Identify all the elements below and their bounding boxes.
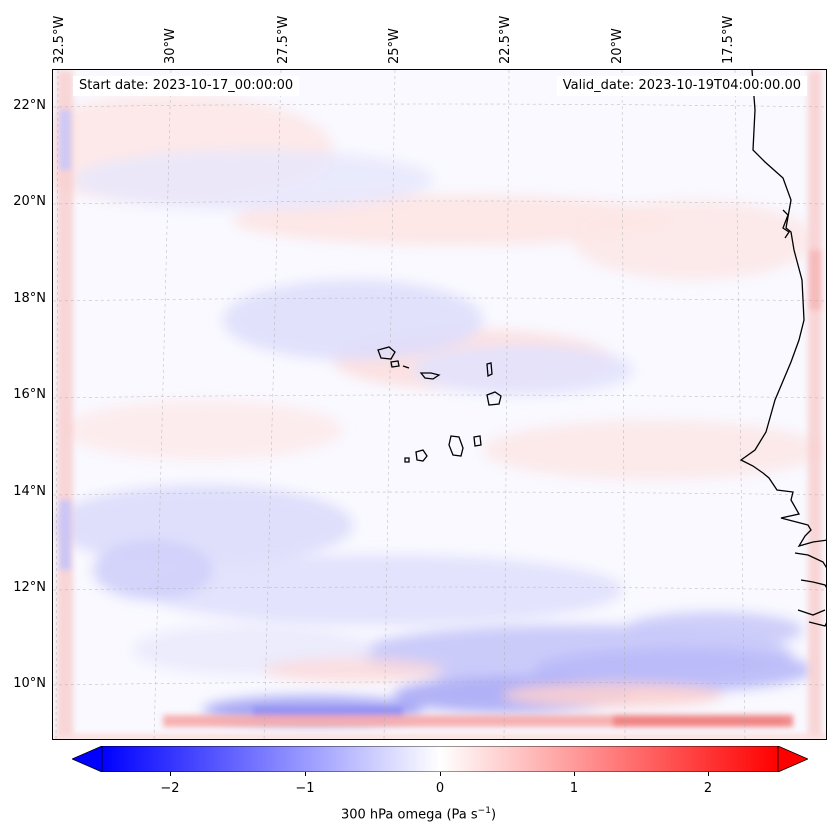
- lon-label: 17.5°W: [721, 15, 736, 64]
- island-santo-antao: [377, 346, 396, 360]
- gridlines: [53, 70, 826, 739]
- lat-label: 14°N: [13, 484, 46, 499]
- lon-label: 22.5°W: [498, 15, 513, 64]
- island-sao-vicente: [390, 360, 400, 368]
- lat-label: 22°N: [13, 98, 46, 113]
- lat-label: 10°N: [13, 676, 46, 691]
- africa-coastline: [739, 70, 826, 548]
- colorbar-tick-label: 1: [569, 781, 579, 796]
- colorbar-label-close: ): [490, 807, 497, 823]
- map-frame: [52, 69, 827, 740]
- lon-label: 25°W: [387, 28, 402, 64]
- lat-label: 16°N: [13, 387, 46, 402]
- colorbar-tick-label: 0: [435, 781, 445, 796]
- start-date-label: Start date: 2023-10-17_00:00:00: [73, 76, 300, 96]
- colorbar-label-text: 300 hPa omega (Pa s: [340, 807, 478, 823]
- island-maio: [473, 435, 482, 447]
- colorbar: [72, 746, 808, 772]
- lat-label: 12°N: [13, 580, 46, 595]
- island-fogo: [415, 449, 428, 462]
- cape-verde-islands: [377, 346, 502, 463]
- island-sal: [486, 362, 493, 378]
- lon-label: 32.5°W: [52, 15, 67, 64]
- valid-date-label: Valid_date: 2023-10-19T04:00:00.00: [556, 76, 807, 96]
- colorbar-extend-high: [777, 746, 808, 772]
- lon-label: 20°W: [610, 28, 625, 64]
- coastline: [739, 70, 826, 627]
- colorbar-tick-mark: [708, 772, 709, 776]
- colorbar-label-exponent: −1: [477, 806, 491, 816]
- island-santiago: [448, 435, 464, 457]
- lon-label: 27.5°W: [276, 15, 291, 64]
- colorbar-gradient: [101, 746, 779, 772]
- omega-field-map: [53, 70, 826, 739]
- island-santa-luzia: [402, 365, 410, 369]
- colorbar-extend-low: [72, 746, 103, 772]
- lat-label: 20°N: [13, 194, 46, 209]
- colorbar-tick-label: −1: [295, 781, 315, 796]
- colorbar-tick-mark: [574, 772, 575, 776]
- colorbar-label: 300 hPa omega (Pa s−1): [0, 806, 837, 822]
- colorbar-tick-mark: [170, 772, 171, 776]
- omega-field: [53, 95, 823, 724]
- colorbar-tick-mark: [440, 772, 441, 776]
- island-brava: [404, 457, 410, 463]
- island-sao-nicolau: [419, 372, 441, 380]
- colorbar-tick-label: −2: [160, 781, 180, 796]
- island-boa-vista: [486, 391, 502, 406]
- colorbar-tick-label: 2: [703, 781, 713, 796]
- colorbar-tick-mark: [305, 772, 306, 776]
- lon-label: 30°W: [163, 28, 178, 64]
- lat-label: 18°N: [13, 291, 46, 306]
- boundary-artifacts: [53, 70, 826, 739]
